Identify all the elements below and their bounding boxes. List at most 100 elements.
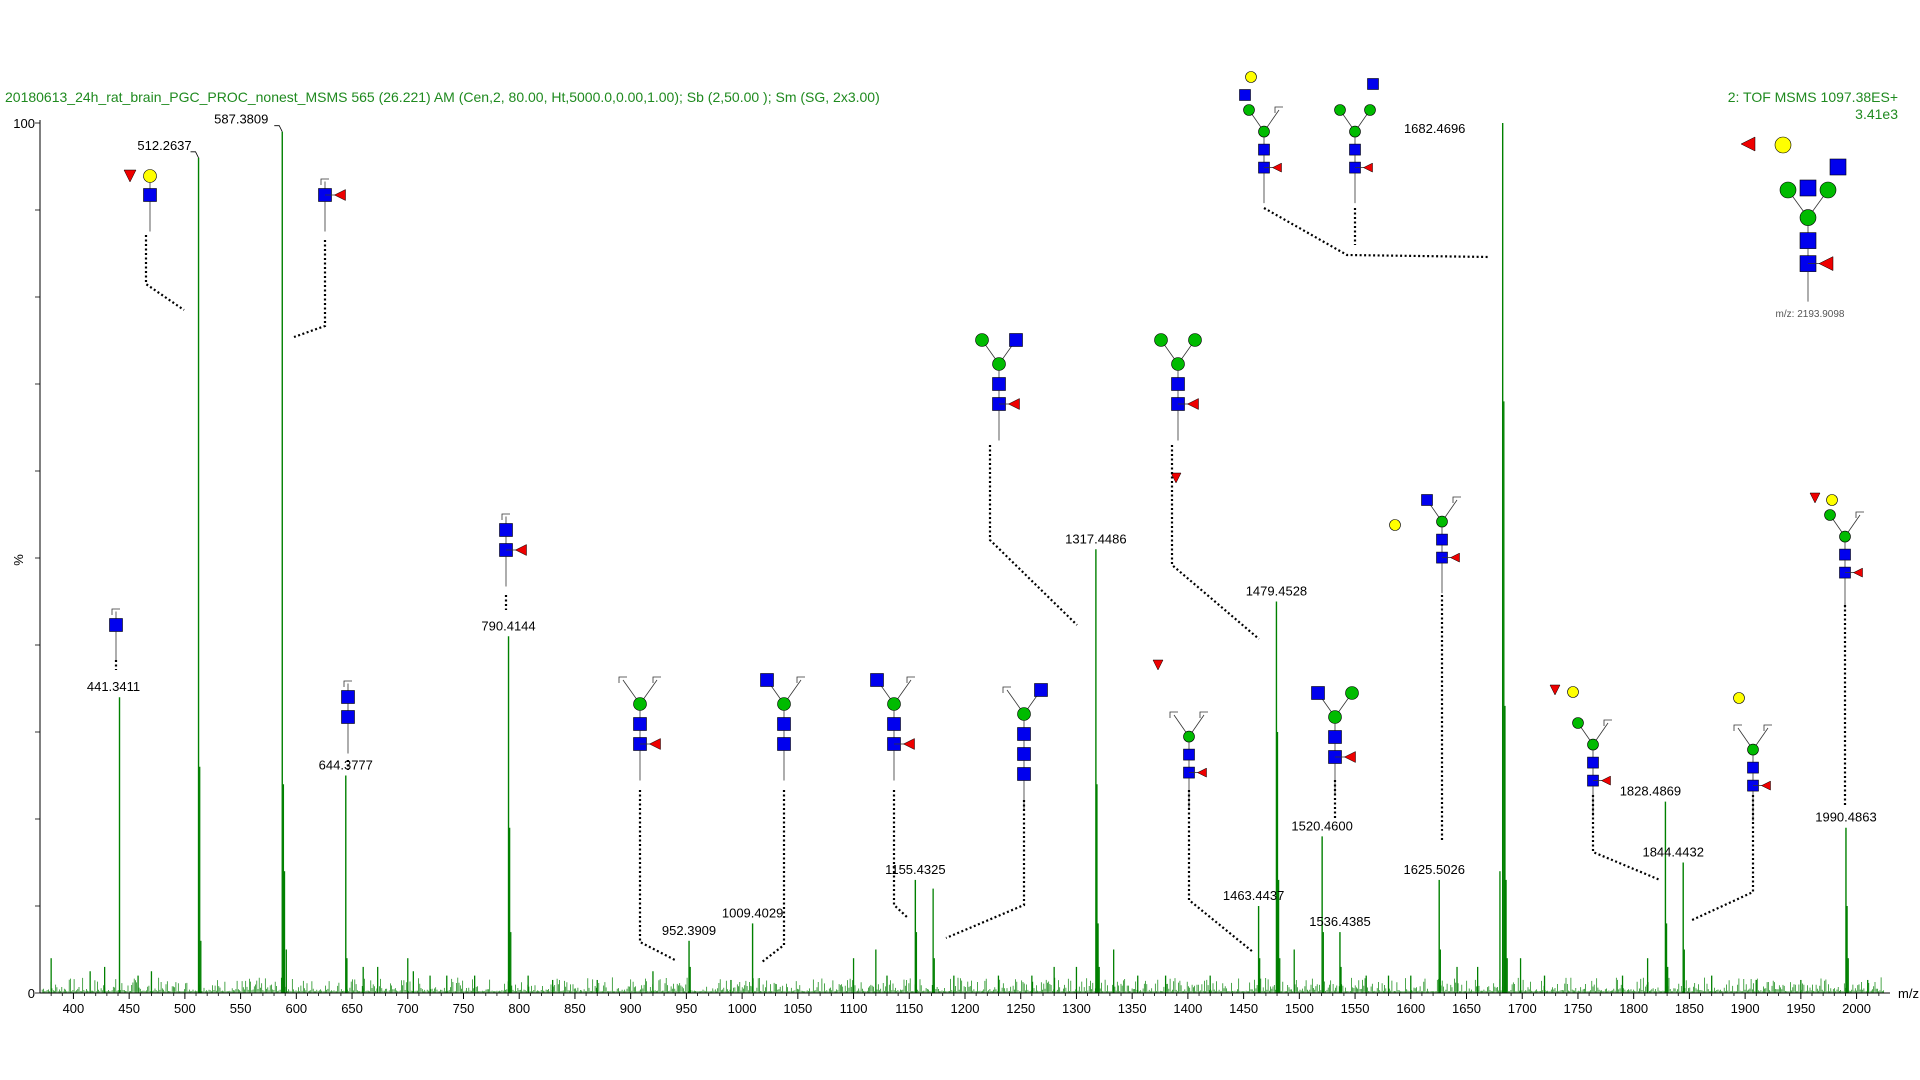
fucose-triangle: [1007, 398, 1020, 410]
x-tick-label: 1000: [728, 1001, 757, 1016]
fucose-triangle: [1852, 567, 1863, 578]
mannose-circle: [1436, 515, 1448, 528]
glcnac-square: [1421, 494, 1433, 506]
mannose-circle: [975, 333, 989, 347]
mannose-circle: [992, 357, 1006, 371]
x-tick-label: 1900: [1731, 1001, 1760, 1016]
cleavage-bracket: [1274, 106, 1283, 113]
y-tick-label: 100: [13, 116, 35, 131]
x-tick-label: 1350: [1118, 1001, 1147, 1016]
glcnac-square: [1587, 756, 1599, 769]
cleavage-bracket: [1452, 496, 1461, 503]
glcnac-square: [1171, 377, 1185, 391]
cleavage-bracket: [320, 178, 329, 185]
glcnac-square: [109, 618, 123, 632]
galactose-circle: [1733, 692, 1745, 704]
x-tick-label: 1450: [1229, 1001, 1258, 1016]
peaks-layer: [50, 123, 1869, 993]
fucose-triangle: [1600, 775, 1611, 786]
dotted-leader-line: [892, 790, 909, 919]
cleavage-bracket: [1169, 711, 1178, 718]
mannose-circle: [1364, 104, 1376, 116]
glcnac-square: [1258, 143, 1270, 156]
x-tick-label: 1550: [1341, 1001, 1370, 1016]
x-tick-label: 1950: [1786, 1001, 1815, 1016]
fucose-triangle: [1196, 767, 1207, 778]
fucose-triangle: [1449, 552, 1460, 563]
noise-trace: [41, 977, 1884, 993]
dotted-leader-line: [1170, 445, 1260, 640]
mannose-circle: [1349, 125, 1361, 138]
glycan-structure: [499, 513, 527, 587]
cleavage-bracket: [1733, 724, 1742, 731]
fucose-triangle: [1170, 472, 1182, 484]
cleavage-bracket: [343, 680, 352, 687]
mannose-circle: [1171, 357, 1185, 371]
cleavage-bracket: [111, 608, 120, 615]
fucose-triangle: [514, 544, 527, 556]
x-tick-label: 600: [285, 1001, 307, 1016]
glycan-structure: [1002, 683, 1048, 811]
glycan-structure: [109, 608, 123, 662]
fucose-triangle: [1549, 684, 1561, 696]
x-tick-label: 2000: [1842, 1001, 1871, 1016]
label-connector: [190, 151, 199, 158]
peak-label: 1828.4869: [1620, 784, 1681, 799]
glycan-structure: [1572, 717, 1612, 817]
cleavage-bracket: [1603, 719, 1612, 726]
mannose-circle: [1334, 104, 1346, 116]
glcnac-square: [1311, 686, 1325, 700]
glycan-structure: [870, 673, 915, 781]
x-tick-label: 550: [230, 1001, 252, 1016]
mannose-circle: [633, 697, 647, 711]
peak-label: 1682.4696: [1404, 121, 1465, 136]
glcnac-square: [1017, 747, 1031, 761]
fucose-triangle: [123, 169, 137, 183]
x-tick-label: 1700: [1508, 1001, 1537, 1016]
glycan-structure: [1824, 509, 1864, 609]
glcnac-square: [1367, 78, 1379, 90]
glcnac-square: [1349, 143, 1361, 156]
mannose-circle: [1587, 738, 1599, 751]
x-tick-label: 950: [676, 1001, 698, 1016]
x-tick-label: 500: [174, 1001, 196, 1016]
cleavage-bracket: [1002, 686, 1011, 693]
x-tick-label: 400: [63, 1001, 85, 1016]
leader-lines: [114, 207, 1847, 963]
mannose-circle: [1824, 509, 1836, 521]
glycan-annotations: [109, 71, 1864, 822]
glycan-structure: [1779, 179, 1837, 302]
glcnac-square: [870, 673, 884, 687]
x-tick-label: 1800: [1619, 1001, 1648, 1016]
mannose-circle: [1328, 710, 1342, 724]
cleavage-bracket: [652, 676, 661, 683]
glcnac-square: [1034, 683, 1048, 697]
peak-label: 1479.4528: [1246, 584, 1307, 599]
x-tick-label: 1500: [1285, 1001, 1314, 1016]
glycan-structure: [341, 680, 355, 754]
mannose-circle: [1345, 686, 1359, 700]
cleavage-bracket: [1199, 711, 1208, 718]
x-tick-label: 850: [564, 1001, 586, 1016]
glcnac-square: [1183, 748, 1195, 761]
dotted-leader-line: [988, 445, 1078, 626]
cleavage-bracket: [796, 676, 805, 683]
mannose-circle: [887, 697, 901, 711]
fucose-triangle: [1271, 162, 1282, 173]
glycan-structure: [143, 181, 157, 232]
x-ticks: 400 450 500 550 600 650 700 750 800 850 900 950 1000…: [50, 993, 1880, 1016]
mannose-circle: [1747, 743, 1759, 756]
fucose-triangle: [902, 738, 915, 750]
x-tick-label: 750: [453, 1001, 475, 1016]
peak-label: 1520.4600: [1291, 818, 1352, 833]
mannose-circle: [1017, 707, 1031, 721]
glcnac-square: [1436, 533, 1448, 546]
precursor-mz-note: m/z: 2193.9098: [1776, 309, 1845, 320]
glcnac-square: [1017, 727, 1031, 741]
scan-info: 2: TOF MSMS 1097.38ES+ 3.41e3: [1728, 89, 1898, 123]
peak-label: 1844.4432: [1642, 845, 1703, 860]
glycan-structure: [975, 333, 1023, 441]
cleavage-bracket: [618, 676, 627, 683]
dotted-leader-line: [144, 235, 185, 311]
